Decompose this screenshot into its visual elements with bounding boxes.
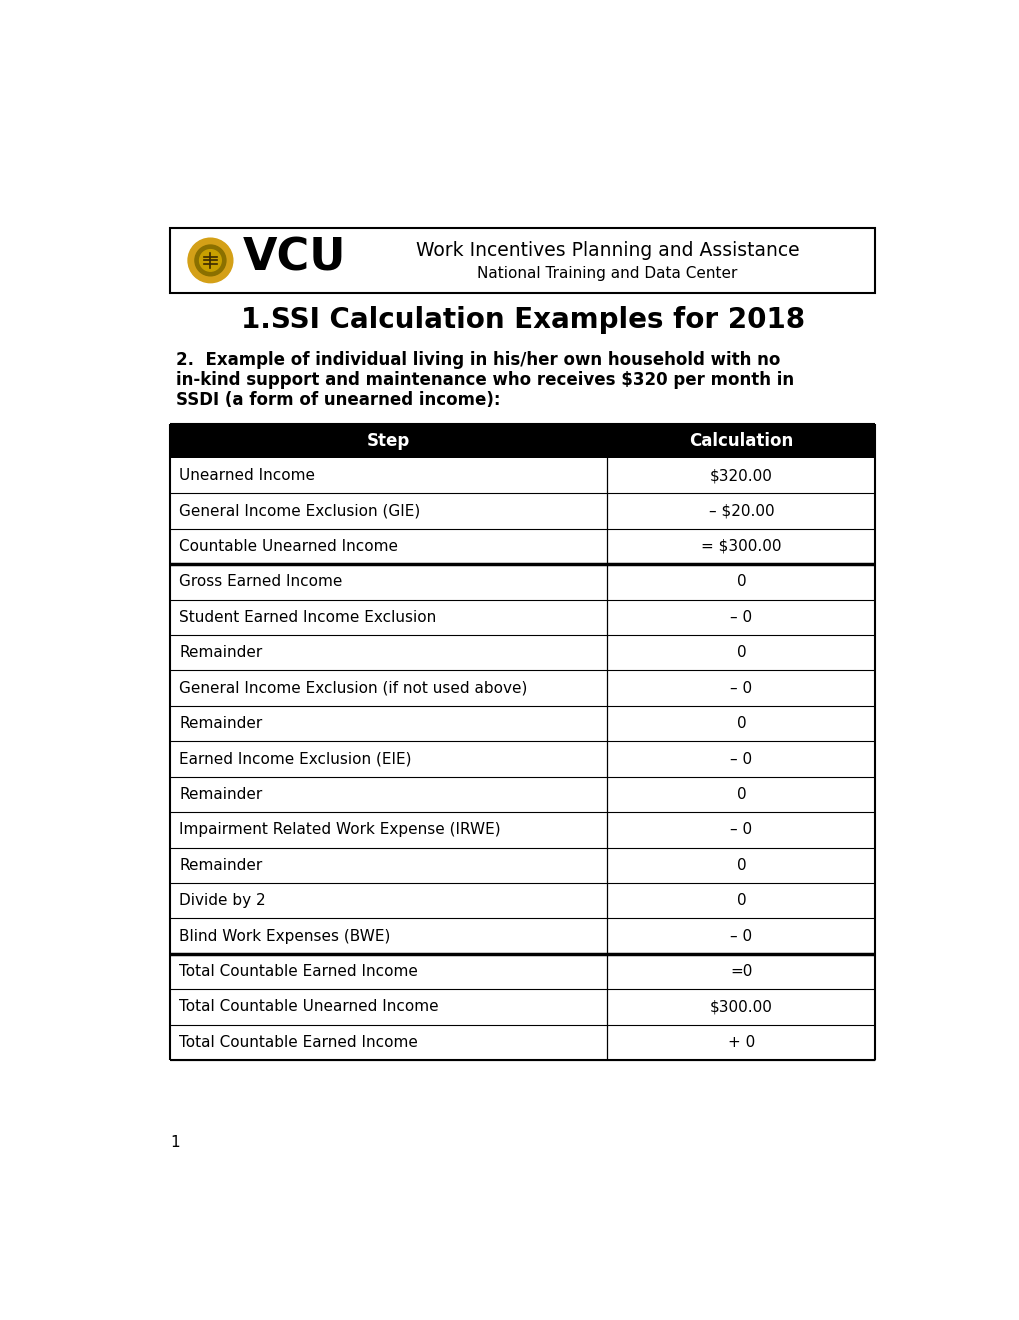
- Text: =0: =0: [730, 964, 752, 979]
- Bar: [170, 919, 874, 954]
- Text: Work Incentives Planning and Assistance: Work Incentives Planning and Assistance: [415, 242, 799, 260]
- Text: 0: 0: [736, 894, 746, 908]
- Text: National Training and Data Center: National Training and Data Center: [477, 267, 737, 281]
- Bar: [170, 564, 874, 599]
- Text: Unearned Income: Unearned Income: [179, 469, 315, 483]
- Bar: [170, 458, 874, 494]
- Text: Countable Unearned Income: Countable Unearned Income: [179, 539, 398, 554]
- Text: Remainder: Remainder: [179, 787, 263, 803]
- Text: – 0: – 0: [730, 751, 752, 767]
- Text: 0: 0: [736, 858, 746, 873]
- Bar: [170, 742, 874, 776]
- Bar: [170, 424, 874, 458]
- Text: Total Countable Earned Income: Total Countable Earned Income: [179, 964, 418, 979]
- Text: 0: 0: [736, 787, 746, 803]
- Text: Calculation: Calculation: [689, 432, 793, 450]
- Text: 0: 0: [736, 715, 746, 731]
- Text: – 0: – 0: [730, 822, 752, 837]
- Bar: [170, 883, 874, 919]
- Bar: [170, 599, 874, 635]
- Text: Impairment Related Work Expense (IRWE): Impairment Related Work Expense (IRWE): [179, 822, 500, 837]
- Bar: [170, 635, 874, 671]
- Text: – $20.00: – $20.00: [708, 503, 773, 519]
- Text: – 0: – 0: [730, 610, 752, 624]
- Text: Remainder: Remainder: [179, 858, 263, 873]
- Text: $320.00: $320.00: [709, 469, 772, 483]
- Text: – 0: – 0: [730, 928, 752, 944]
- Bar: [170, 706, 874, 742]
- Text: 1: 1: [170, 1135, 179, 1150]
- Circle shape: [189, 239, 232, 282]
- Bar: [170, 227, 874, 293]
- Text: $300.00: $300.00: [709, 999, 772, 1015]
- Text: SSDI (a form of unearned income):: SSDI (a form of unearned income):: [176, 391, 500, 409]
- Bar: [170, 954, 874, 989]
- Bar: [170, 671, 874, 706]
- Text: + 0: + 0: [727, 1035, 754, 1049]
- Text: 0: 0: [736, 645, 746, 660]
- Text: Earned Income Exclusion (EIE): Earned Income Exclusion (EIE): [179, 751, 412, 767]
- Bar: [170, 847, 874, 883]
- Bar: [170, 494, 874, 529]
- Text: Divide by 2: Divide by 2: [179, 894, 266, 908]
- Text: Student Earned Income Exclusion: Student Earned Income Exclusion: [179, 610, 436, 624]
- Text: 0: 0: [736, 574, 746, 590]
- Text: Remainder: Remainder: [179, 645, 263, 660]
- Circle shape: [195, 246, 225, 276]
- Text: in-kind support and maintenance who receives $320 per month in: in-kind support and maintenance who rece…: [176, 371, 794, 389]
- Text: Remainder: Remainder: [179, 715, 263, 731]
- Bar: [170, 776, 874, 812]
- Text: VCU: VCU: [243, 236, 346, 280]
- Text: Total Countable Unearned Income: Total Countable Unearned Income: [179, 999, 438, 1015]
- Bar: [170, 1024, 874, 1060]
- Text: – 0: – 0: [730, 681, 752, 696]
- Circle shape: [200, 249, 221, 271]
- Text: 1.SSI Calculation Examples for 2018: 1.SSI Calculation Examples for 2018: [240, 306, 804, 334]
- Text: Gross Earned Income: Gross Earned Income: [179, 574, 342, 590]
- Text: General Income Exclusion (GIE): General Income Exclusion (GIE): [179, 503, 420, 519]
- Bar: [170, 812, 874, 847]
- Text: Total Countable Earned Income: Total Countable Earned Income: [179, 1035, 418, 1049]
- Bar: [170, 989, 874, 1024]
- Text: = $300.00: = $300.00: [700, 539, 781, 554]
- Text: Blind Work Expenses (BWE): Blind Work Expenses (BWE): [179, 928, 390, 944]
- Text: 2.  Example of individual living in his/her own household with no: 2. Example of individual living in his/h…: [176, 351, 780, 370]
- Text: Step: Step: [367, 432, 410, 450]
- Bar: [170, 529, 874, 564]
- Text: General Income Exclusion (if not used above): General Income Exclusion (if not used ab…: [179, 681, 527, 696]
